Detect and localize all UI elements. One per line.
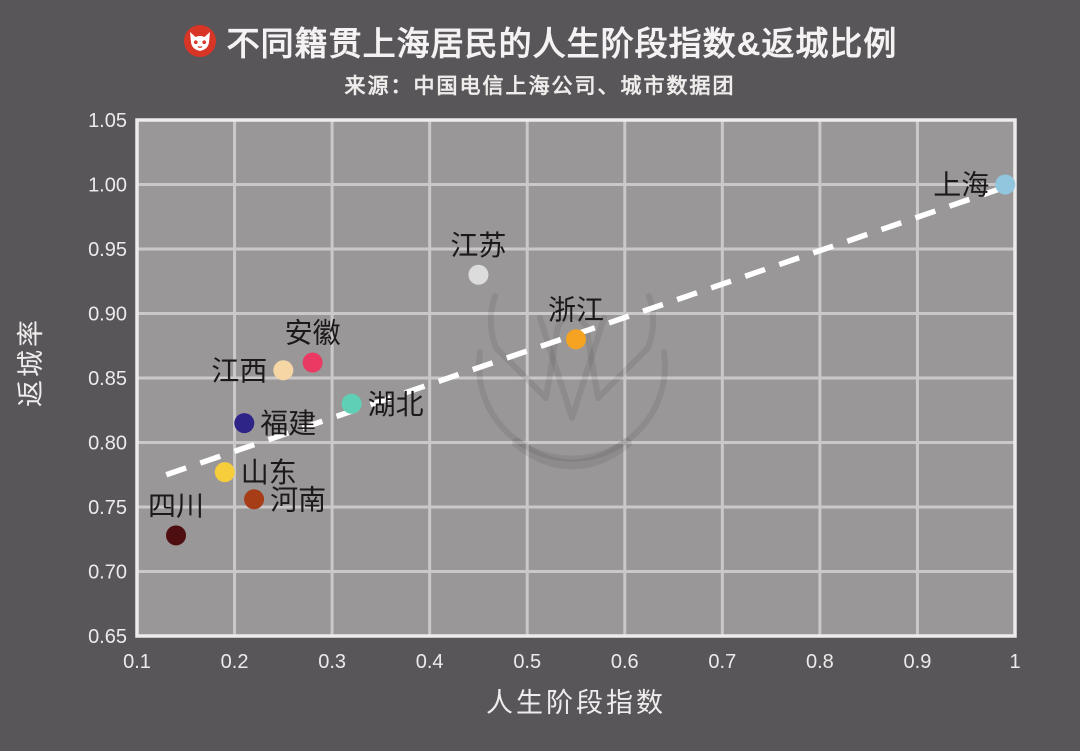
y-axis-title: 返城率 [16, 317, 46, 407]
x-tick-label: 0.4 [416, 651, 444, 673]
data-point-江西 [273, 360, 294, 381]
data-point-label-福建: 福建 [260, 408, 316, 439]
chart-title: 不同籍贯上海居民的人生阶段指数&返城比例 [226, 25, 898, 62]
data-point-河南 [244, 489, 265, 510]
data-point-浙江 [566, 329, 586, 350]
data-point-江苏 [468, 264, 489, 285]
y-tick-label: 0.70 [88, 562, 127, 584]
x-tick-label: 0.6 [611, 651, 639, 673]
y-tick-label: 1.00 [88, 175, 127, 197]
y-tick-label: 0.65 [88, 626, 127, 648]
y-tick-label: 0.95 [88, 239, 127, 261]
x-tick-label: 0.3 [318, 651, 346, 673]
data-point-label-湖北: 湖北 [368, 389, 424, 420]
y-tick-label: 0.80 [88, 433, 127, 455]
x-tick-label: 0.8 [806, 651, 834, 673]
data-point-label-上海: 上海 [933, 170, 989, 201]
x-axis-title: 人生阶段指数 [486, 688, 666, 718]
chart-source: 来源：中国电信上海公司、城市数据团 [344, 75, 736, 98]
chart-header: 不同籍贯上海居民的人生阶段指数&返城比例 来源：中国电信上海公司、城市数据团 [0, 0, 1080, 100]
x-tick-label: 0.7 [708, 651, 736, 673]
data-point-label-山东: 山东 [241, 457, 297, 488]
data-point-山东 [214, 462, 235, 483]
data-point-label-浙江: 浙江 [548, 294, 604, 325]
tick-labels-layer: 0.1 0.2 0.3 0.4 0.5 0.6 0.7 0.8 0.9 1 0.65 0.70 0.75… [88, 110, 1021, 673]
x-tick-label: 1 [1009, 651, 1020, 673]
data-point-label-河南: 河南 [270, 484, 326, 515]
grid-layer [135, 118, 1017, 638]
title-row: 不同籍贯上海居民的人生阶段指数&返城比例 [0, 20, 1080, 62]
x-tick-label: 0.1 [123, 651, 151, 673]
trendline [165, 184, 1007, 478]
data-point-湖北 [341, 393, 362, 414]
y-tick-label: 0.90 [88, 304, 127, 326]
x-tick-label: 0.2 [221, 651, 249, 673]
brand-logo-icon [183, 25, 216, 57]
data-point-四川 [166, 525, 187, 546]
x-tick-label: 0.9 [904, 651, 932, 673]
watermark-logo-icon [476, 293, 668, 470]
trendline-layer [165, 184, 1007, 478]
x-tick-label: 0.5 [513, 651, 541, 673]
data-point-福建 [234, 413, 255, 434]
data-point-安徽 [302, 352, 323, 373]
y-tick-label: 0.85 [88, 368, 127, 390]
data-point-label-江苏: 江苏 [450, 230, 506, 261]
plot-border [135, 118, 1017, 638]
data-point-label-江西: 江西 [211, 355, 267, 386]
y-tick-label: 1.05 [88, 110, 127, 132]
data-point-label-四川: 四川 [148, 490, 204, 521]
y-tick-label: 0.75 [88, 497, 127, 519]
data-point-上海 [995, 174, 1016, 195]
data-point-label-安徽: 安徽 [285, 318, 341, 349]
